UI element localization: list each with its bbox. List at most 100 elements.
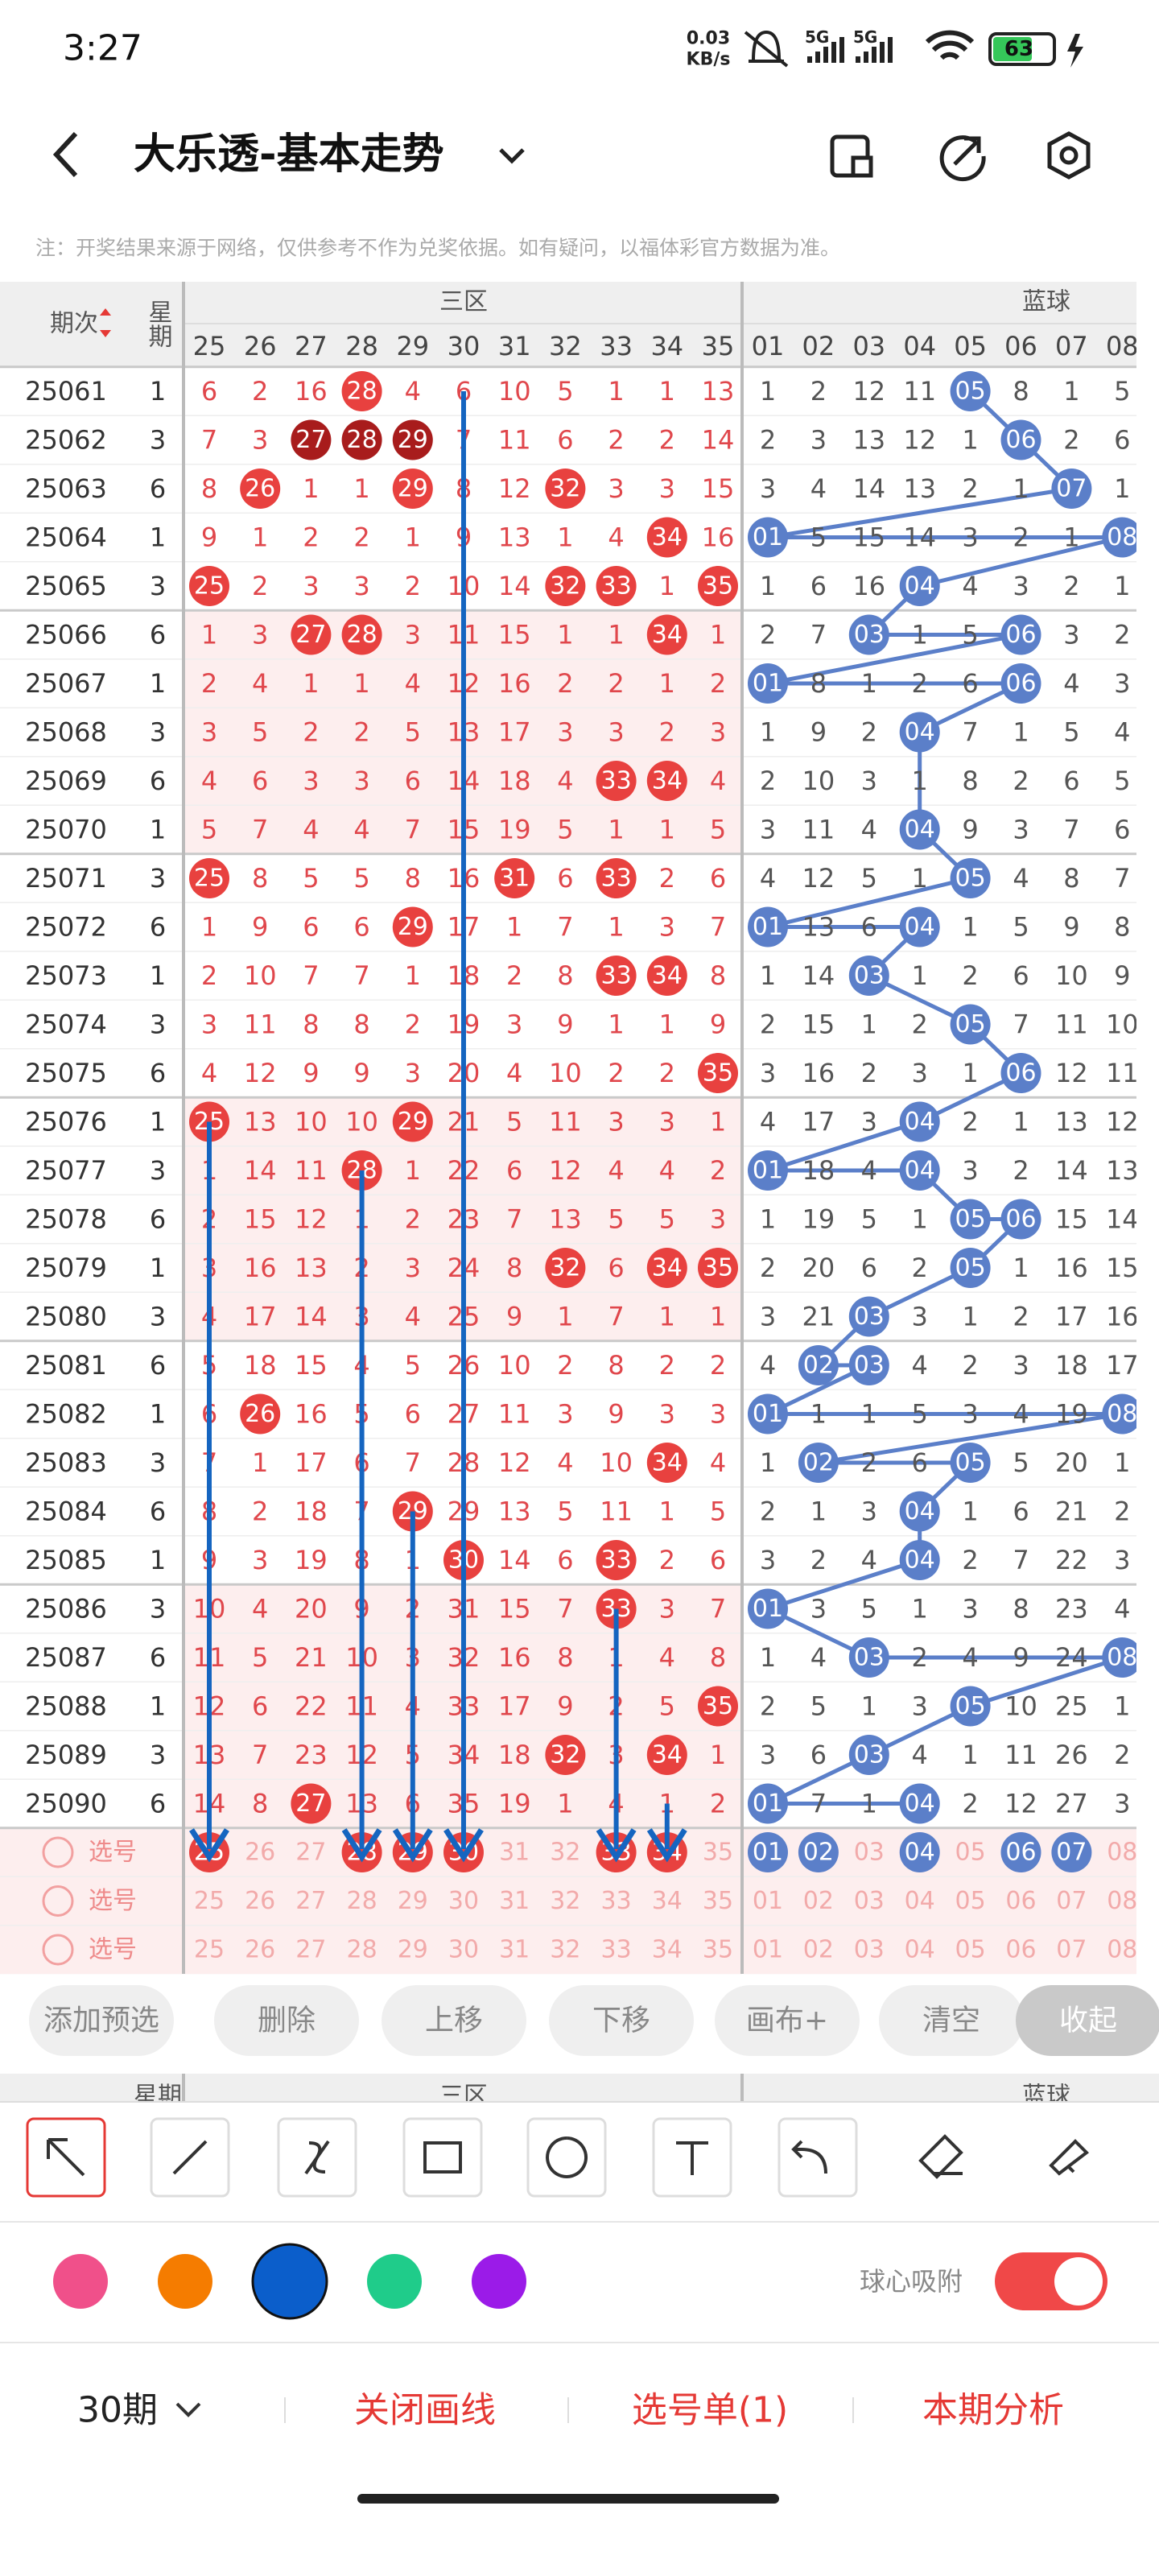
pick-number[interactable]: 27 <box>295 1839 326 1867</box>
action-button[interactable] <box>549 1985 694 2056</box>
tool-box[interactable] <box>402 2117 483 2198</box>
pick-number[interactable]: 08 <box>1107 1887 1137 1915</box>
action-button[interactable] <box>214 1985 359 2056</box>
pick-number[interactable]: 31 <box>499 1887 530 1915</box>
tool-box[interactable] <box>526 2117 607 2198</box>
pick-number[interactable]: 06 <box>1005 1936 1036 1964</box>
color-swatch[interactable] <box>472 2254 526 2309</box>
color-swatch[interactable] <box>158 2254 212 2309</box>
pick-number[interactable]: 31 <box>499 1936 530 1964</box>
pick-number[interactable]: 32 <box>550 1839 580 1867</box>
pick-number[interactable]: 29 <box>398 1887 428 1915</box>
pick-number[interactable]: 32 <box>550 1936 580 1964</box>
pick-number[interactable]: 26 <box>245 1936 275 1964</box>
pick-number[interactable]: 25 <box>194 1887 225 1915</box>
pick-number[interactable]: 29 <box>398 1936 428 1964</box>
pick-number[interactable]: 30 <box>448 1936 479 1964</box>
pick-number[interactable]: 03 <box>854 1936 885 1964</box>
pick-number[interactable]: 06 <box>1005 1887 1036 1915</box>
pick-selected[interactable] <box>1000 1832 1041 1872</box>
pick-number[interactable]: 05 <box>955 1887 986 1915</box>
pick-number[interactable]: 08 <box>1107 1839 1137 1867</box>
action-button-label[interactable]: 上移 <box>425 2004 483 2037</box>
pick-radio[interactable] <box>42 1885 74 1917</box>
action-button-label[interactable]: 添加预选 <box>43 2004 159 2037</box>
period-select[interactable]: 30期 <box>77 2390 158 2431</box>
back-button[interactable] <box>52 131 78 178</box>
action-button-label[interactable]: 收起 <box>1059 2004 1117 2037</box>
pick-radio[interactable] <box>42 1934 74 1966</box>
pick-number[interactable]: 07 <box>1056 1936 1087 1964</box>
action-button[interactable] <box>29 1985 174 2056</box>
pick-number[interactable]: 07 <box>1056 1887 1087 1915</box>
pick-number[interactable]: 03 <box>854 1887 885 1915</box>
pick-number[interactable]: 34 <box>652 1936 683 1964</box>
pick-number[interactable]: 35 <box>703 1839 733 1867</box>
pick-number[interactable]: 25 <box>194 1936 225 1964</box>
pick-number[interactable]: 31 <box>499 1839 530 1867</box>
tool-box[interactable] <box>26 2117 106 2198</box>
pick-number[interactable]: 26 <box>245 1887 275 1915</box>
color-swatch[interactable] <box>251 2243 328 2320</box>
pick-number[interactable]: 26 <box>245 1839 275 1867</box>
pick-number[interactable]: 34 <box>652 1887 683 1915</box>
pick-number[interactable]: 04 <box>905 1839 935 1867</box>
title-dropdown[interactable] <box>499 148 525 164</box>
pick-selected[interactable] <box>899 1832 940 1872</box>
action-button[interactable] <box>1016 1985 1159 2056</box>
action-button-label[interactable]: 下移 <box>592 2004 650 2037</box>
color-swatch[interactable] <box>53 2254 108 2309</box>
tool-icon[interactable] <box>172 2140 208 2175</box>
color-swatch[interactable] <box>367 2254 422 2309</box>
bottom-action[interactable]: 选号单(1) <box>632 2390 788 2431</box>
pick-number[interactable]: 35 <box>703 1936 733 1964</box>
pick-number[interactable]: 03 <box>854 1839 885 1867</box>
bottom-action[interactable]: 本期分析 <box>922 2390 1064 2431</box>
pick-selected[interactable] <box>748 1832 788 1872</box>
pick-number[interactable]: 01 <box>753 1887 783 1915</box>
tool-box[interactable] <box>652 2117 732 2198</box>
tool-icon[interactable] <box>423 2141 462 2174</box>
action-button-label[interactable]: 清空 <box>922 2004 980 2037</box>
pick-radio[interactable] <box>42 1836 74 1868</box>
sheet-icon[interactable] <box>830 134 873 178</box>
pick-number[interactable]: 35 <box>703 1887 733 1915</box>
pick-selected[interactable] <box>798 1832 839 1872</box>
pick-number[interactable]: 27 <box>295 1936 326 1964</box>
tool-box[interactable] <box>777 2117 858 2198</box>
tool-icon[interactable] <box>1049 2139 1090 2176</box>
pick-number[interactable]: 06 <box>1005 1839 1036 1867</box>
action-button[interactable] <box>879 1985 1024 2056</box>
pick-number[interactable]: 02 <box>803 1887 834 1915</box>
pick-number[interactable]: 02 <box>803 1839 834 1867</box>
action-button-label[interactable]: 删除 <box>258 2004 316 2037</box>
pick-number[interactable]: 07 <box>1056 1839 1087 1867</box>
pick-number[interactable]: 33 <box>601 1887 632 1915</box>
bottom-action[interactable]: 关闭画线 <box>354 2390 496 2431</box>
pick-number[interactable]: 01 <box>753 1839 783 1867</box>
pick-selected[interactable] <box>1051 1832 1092 1872</box>
pick-number[interactable]: 04 <box>905 1887 935 1915</box>
pick-number[interactable]: 32 <box>550 1887 580 1915</box>
pick-number[interactable]: 33 <box>601 1936 632 1964</box>
tool-icon[interactable] <box>304 2140 330 2175</box>
tool-box[interactable] <box>277 2117 357 2198</box>
pick-number[interactable]: 02 <box>803 1936 834 1964</box>
share-icon[interactable] <box>939 135 986 182</box>
action-button[interactable] <box>715 1985 860 2056</box>
pick-number[interactable]: 27 <box>295 1887 326 1915</box>
pick-number[interactable]: 08 <box>1107 1936 1137 1964</box>
pick-number[interactable]: 05 <box>955 1839 986 1867</box>
pick-number[interactable]: 30 <box>448 1887 479 1915</box>
tool-box[interactable] <box>150 2117 230 2198</box>
action-button-label[interactable]: 画布+ <box>746 2004 828 2037</box>
tool-icon[interactable] <box>546 2136 588 2178</box>
settings-icon[interactable] <box>1047 131 1091 180</box>
pick-number[interactable]: 05 <box>955 1936 986 1964</box>
pick-number[interactable]: 28 <box>347 1936 377 1964</box>
tool-icon[interactable] <box>791 2140 827 2174</box>
tool-icon[interactable] <box>47 2138 85 2177</box>
tool-icon[interactable] <box>918 2134 963 2179</box>
pick-number[interactable]: 04 <box>905 1936 935 1964</box>
action-button[interactable] <box>382 1985 526 2056</box>
